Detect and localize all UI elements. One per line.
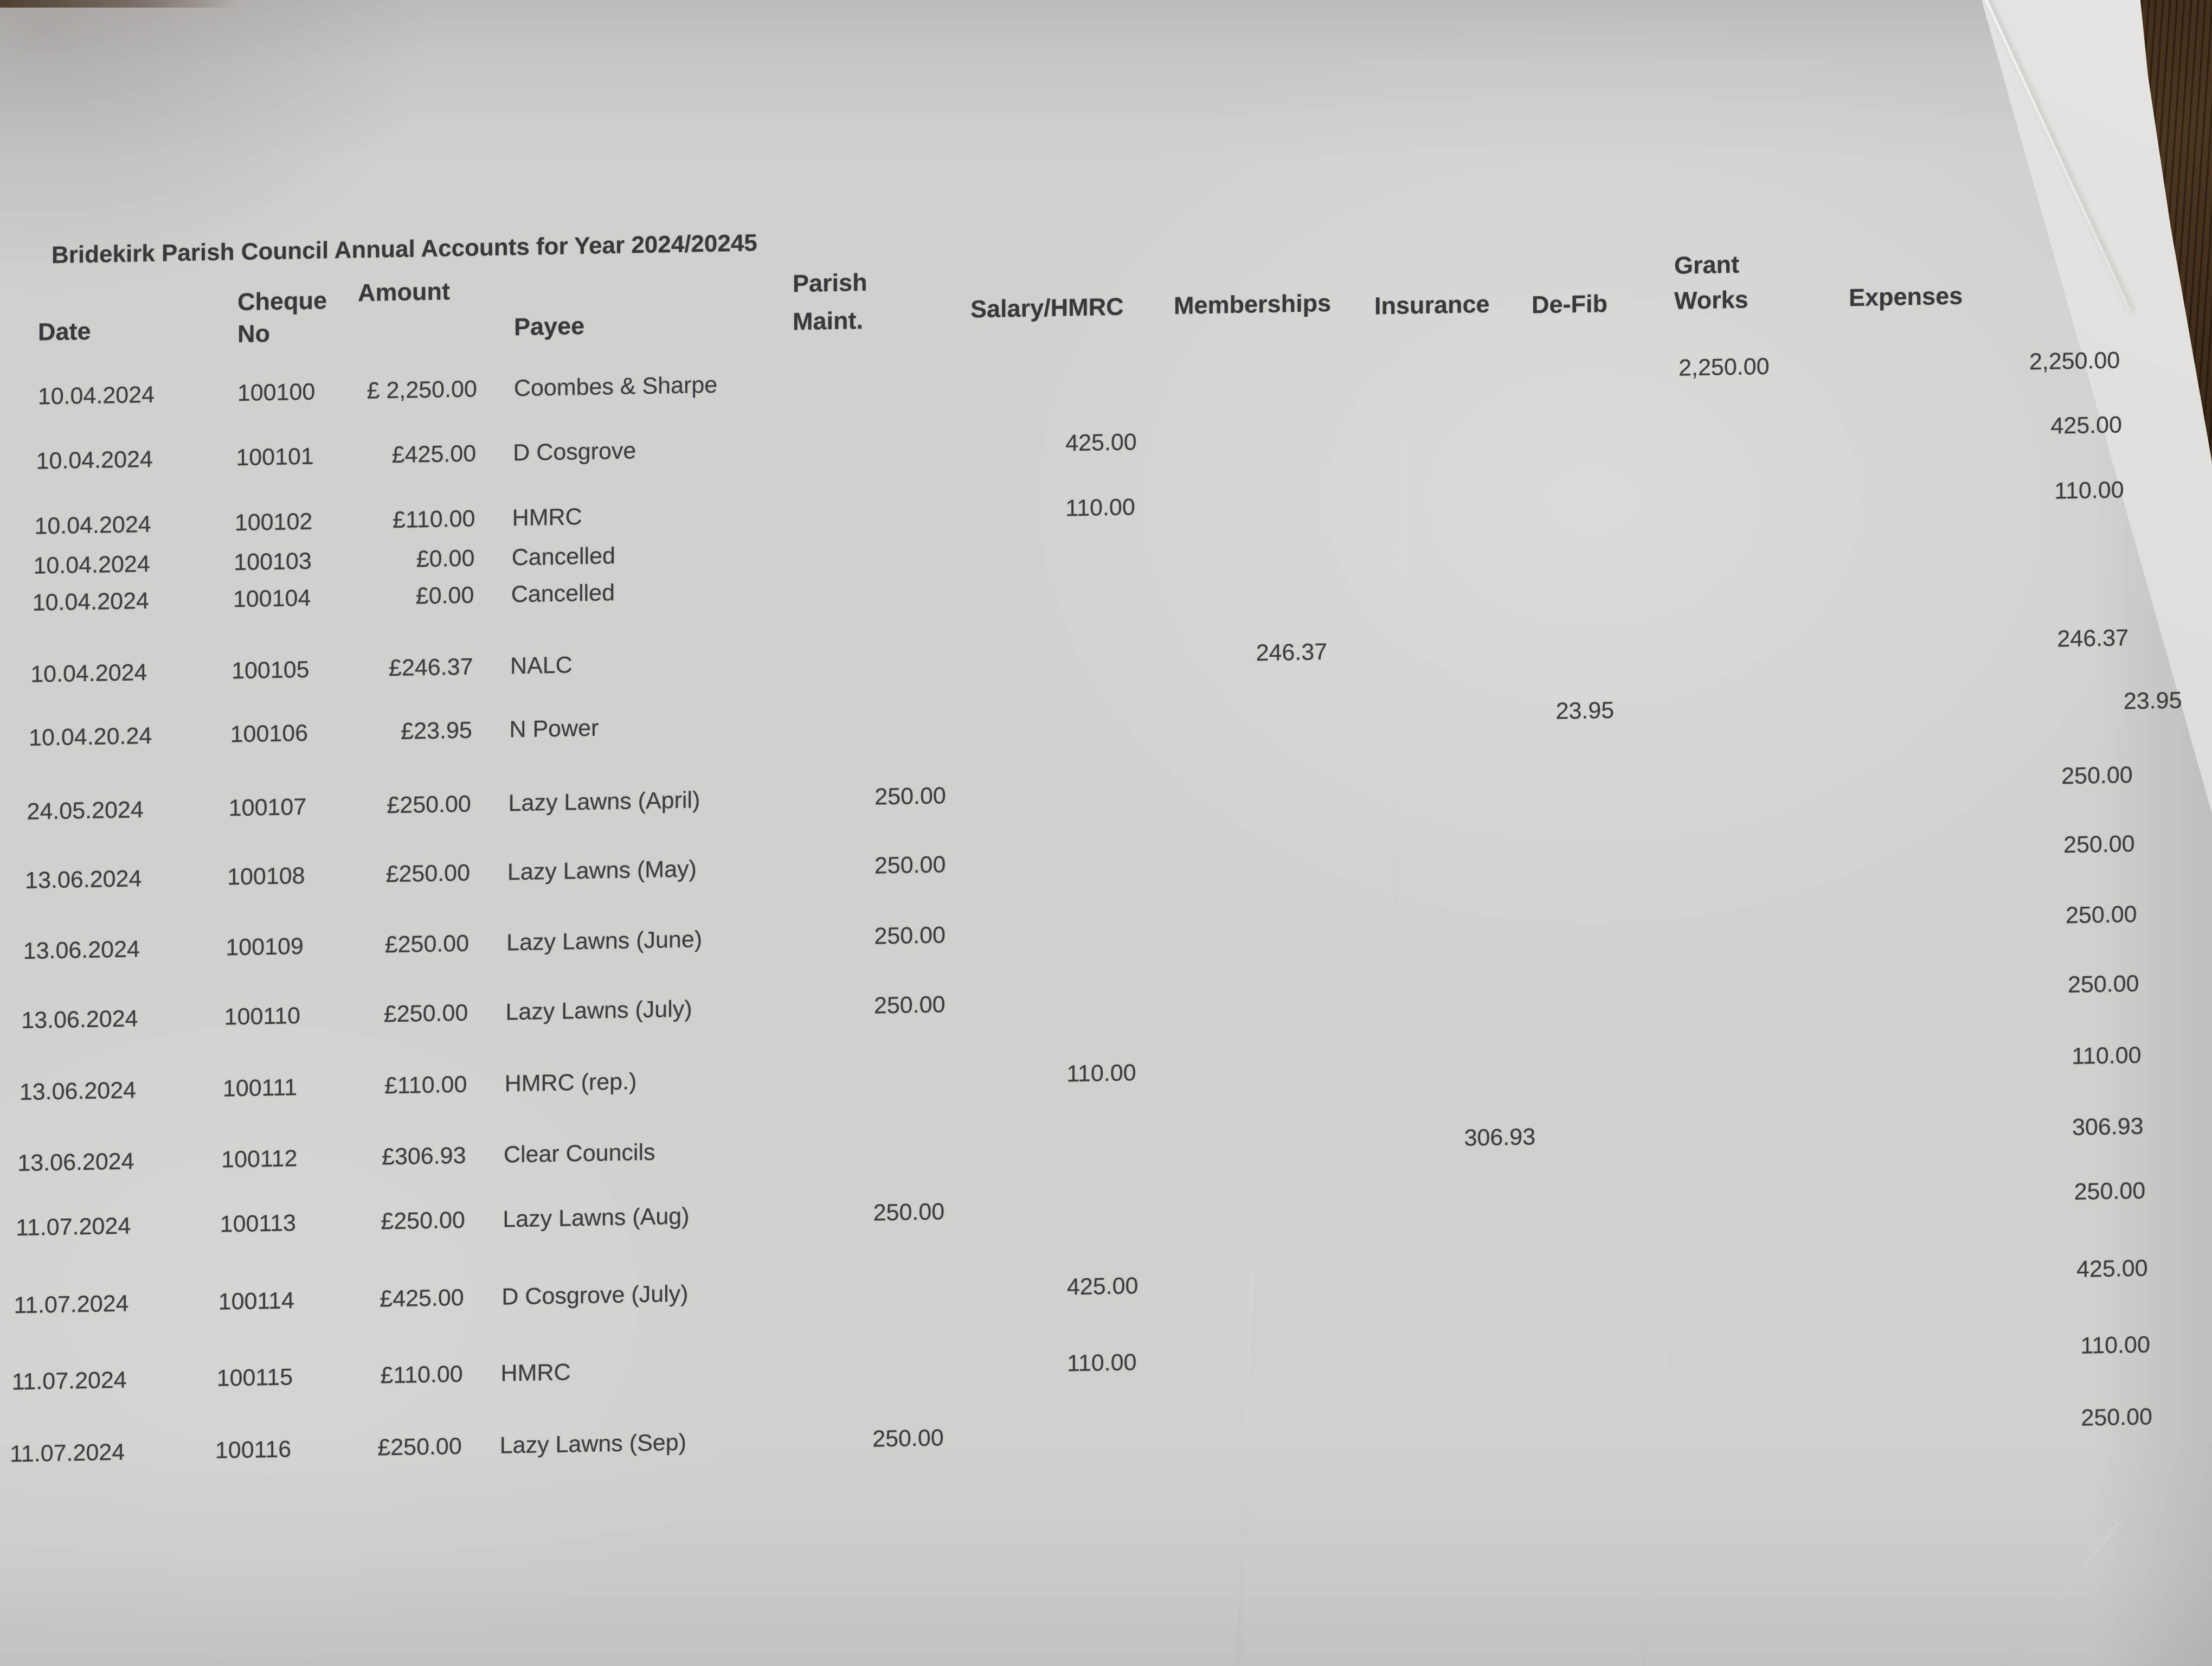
cell-amount: £250.00 — [381, 1207, 465, 1235]
cell-expenses: 110.00 — [2054, 477, 2124, 504]
cell-payee: Lazy Lawns (Aug) — [503, 1203, 690, 1233]
cell-expenses: 250.00 — [2081, 1404, 2152, 1431]
cell-parish_maint: 250.00 — [873, 1199, 945, 1226]
cell-amount: £250.00 — [384, 930, 470, 958]
column-header-salary-hmrc: Salary/HMRC — [970, 292, 1124, 323]
cell-salary: 425.00 — [1066, 1273, 1139, 1300]
cell-payee: Lazy Lawns (June) — [506, 926, 703, 956]
table-row: 13.06.2024 100109 £250.00 Lazy Lawns (June)… — [0, 901, 2212, 972]
column-header-expenses: Expenses — [1849, 281, 1963, 312]
cell-payee: Coombes & Sharpe — [513, 371, 718, 402]
cell-amount: £425.00 — [380, 1284, 464, 1312]
cell-amount: £425.00 — [391, 440, 477, 469]
cell-parish_maint: 250.00 — [874, 783, 946, 810]
cell-expenses: 306.93 — [2072, 1113, 2144, 1141]
cell-salary: 110.00 — [1065, 494, 1135, 522]
cell-amount: £110.00 — [393, 505, 475, 534]
cell-expenses: 23.95 — [2123, 687, 2182, 715]
cell-insurance: 306.93 — [1464, 1124, 1536, 1151]
cell-payee: D Cosgrove — [513, 438, 636, 466]
cell-payee: Cancelled — [511, 579, 615, 608]
cell-payee: Lazy Lawns (April) — [508, 787, 700, 817]
cell-expenses: 250.00 — [2061, 762, 2133, 790]
column-header-parish-line1: Parish — [793, 268, 867, 298]
column-header-date: Date — [38, 317, 91, 346]
cell-expenses: 110.00 — [2080, 1331, 2150, 1359]
cell-expenses: 425.00 — [2076, 1255, 2148, 1283]
table-row: 10.04.2024 100101 £425.00 D Cosgrove 425.00 4… — [0, 411, 2212, 482]
cell-salary: 110.00 — [1067, 1349, 1137, 1377]
cell-amount: £110.00 — [384, 1071, 467, 1099]
column-header-cheque-line2: No — [237, 319, 270, 348]
cell-payee: NALC — [510, 652, 573, 680]
page-title: Bridekirk Parish Council Annual Accounts… — [52, 229, 757, 269]
cell-expenses: 110.00 — [2072, 1042, 2142, 1070]
table-row: 11.07.2024 100113 £250.00 Lazy Lawns (Aug) 2… — [0, 1177, 2212, 1248]
column-header-parish-line2: Maint. — [793, 306, 863, 336]
cell-memberships: 246.37 — [1256, 639, 1328, 667]
column-header-grant-line1: Grant — [1674, 250, 1740, 279]
cell-amount: £0.00 — [415, 582, 474, 610]
column-header-payee: Payee — [514, 311, 585, 341]
table-row: 11.07.2024 100115 £110.00 HMRC 110.00 110.00 — [0, 1331, 2212, 1402]
table-row: 10.04.2024 100100 £ 2,250.00 Coombes & Shar… — [0, 347, 2212, 418]
cell-amount: £250.00 — [383, 999, 468, 1028]
table-row: 13.06.2024 100108 £250.00 Lazy Lawns (May) 2… — [0, 830, 2212, 901]
cell-expenses: 250.00 — [2067, 970, 2139, 998]
column-header-insurance: Insurance — [1374, 290, 1490, 320]
table-row: 13.06.2024 100111 £110.00 HMRC (rep.) 110.00… — [0, 1042, 2212, 1113]
wood-table-edge-strip — [0, 0, 239, 8]
column-header-de-fib: De-Fib — [1532, 289, 1607, 319]
cell-parish_maint: 250.00 — [874, 851, 946, 879]
cell-expenses: 2,250.00 — [2029, 347, 2120, 375]
cell-parish_maint: 250.00 — [873, 991, 946, 1019]
cell-amount: £250.00 — [377, 1433, 462, 1461]
cell-amount: £306.93 — [382, 1142, 466, 1170]
cell-expenses: 425.00 — [2050, 412, 2122, 439]
cell-payee: HMRC — [512, 504, 582, 531]
table-row: 10.04.2024 100105 £246.37 NALC 246.37 246.37 — [0, 624, 2212, 695]
cell-payee: N Power — [509, 715, 599, 743]
cell-payee: HMRC — [500, 1359, 571, 1387]
column-header-grant-line2: Works — [1674, 285, 1748, 315]
cell-expenses: 246.37 — [2057, 625, 2129, 652]
cell-amount: £110.00 — [380, 1361, 463, 1389]
cell-amount: £246.37 — [389, 653, 473, 682]
cell-amount: £0.00 — [416, 545, 475, 573]
column-header-cheque-line1: Cheque — [237, 286, 327, 316]
table-row: 13.06.2024 100112 £306.93 Clear Councils 306… — [0, 1113, 2212, 1184]
cell-parish_maint: 250.00 — [872, 1425, 944, 1452]
cell-payee: Cancelled — [511, 542, 615, 571]
cell-expenses: 250.00 — [2074, 1177, 2146, 1205]
table-body: 10.04.2024 100100 £ 2,250.00 Coombes & Shar… — [0, 0, 2212, 1467]
column-header-memberships: Memberships — [1174, 289, 1332, 319]
column-header-amount: Amount — [358, 277, 450, 307]
cell-expenses: 250.00 — [2066, 901, 2137, 929]
cell-salary: 110.00 — [1066, 1060, 1136, 1087]
table-row: 13.06.2024 100110 £250.00 Lazy Lawns (July)… — [0, 970, 2212, 1041]
cell-parish_maint: 250.00 — [874, 922, 946, 950]
cell-salary: 425.00 — [1065, 429, 1137, 457]
table-row: 11.07.2024 100114 £425.00 D Cosgrove (July)… — [0, 1255, 2212, 1326]
cell-amount: £250.00 — [385, 860, 471, 888]
cell-payee: Lazy Lawns (May) — [507, 856, 697, 886]
cell-payee: D Cosgrove (July) — [501, 1280, 689, 1310]
table-row: 24.05.2024 100107 £250.00 Lazy Lawns (April… — [0, 761, 2212, 832]
cell-amount: £250.00 — [387, 791, 471, 819]
cell-payee: Clear Councils — [503, 1139, 655, 1168]
cell-payee: Lazy Lawns (Sep) — [499, 1429, 686, 1459]
cell-payee: Lazy Lawns (July) — [505, 996, 692, 1026]
cell-defib: 23.95 — [1555, 697, 1615, 725]
table-row: 11.07.2024 100116 £250.00 Lazy Lawns (Sep) 2… — [0, 1404, 2212, 1475]
cell-expenses: 250.00 — [2063, 831, 2135, 858]
table-row: 10.04.20.24 100106 £23.95 N Power 23.95 23.95 — [0, 687, 2212, 759]
cell-payee: HMRC (rep.) — [504, 1068, 637, 1097]
